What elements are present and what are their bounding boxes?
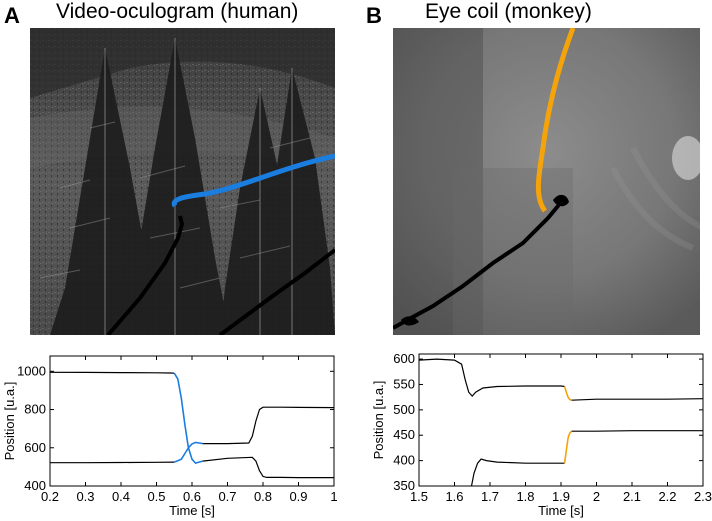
forest-scene-image <box>30 28 335 335</box>
x-tick-label: 0.5 <box>147 489 165 504</box>
y-tick-label: 600 <box>24 440 46 455</box>
x-tick-label: 2.1 <box>623 489 641 504</box>
panel-letter-b: B <box>366 3 382 28</box>
gaze-trace-black-a2 <box>218 248 335 335</box>
panel-letter-a: A <box>4 3 20 28</box>
y-tick-label: 1000 <box>17 363 46 378</box>
x-tick-label: 2 <box>593 489 600 504</box>
x-tick-label: 2.2 <box>658 489 676 504</box>
series-line-2 <box>571 398 703 401</box>
x-tick-label: 1 <box>330 489 337 504</box>
x-tick-label: 0.8 <box>254 489 272 504</box>
series-line-2 <box>202 456 334 479</box>
y-tick-label: 500 <box>393 402 415 417</box>
panel-title-a: Video-oculogram (human) <box>56 0 299 23</box>
gaze-trace-blue-a <box>171 153 335 208</box>
blurred-texture-image <box>393 28 700 335</box>
series-line-3 <box>50 461 175 464</box>
x-tick-label: 0.7 <box>218 489 236 504</box>
y-tick-label: 400 <box>393 453 415 468</box>
series-line-5 <box>202 406 334 445</box>
x-tick-label: 1.8 <box>516 489 534 504</box>
chart-b: 1.5 1.6 1.7 1.8 1.9 2 2.1 2.2 2.3 350 400 450 500 550… <box>371 351 712 518</box>
x-tick-label: 0.3 <box>76 489 94 504</box>
y-tick-label: 550 <box>393 376 415 391</box>
x-tick-label: 2.3 <box>694 489 712 504</box>
x-tick-label: 0.2 <box>41 489 59 504</box>
x-tick-label: 0.9 <box>289 489 307 504</box>
panel-title-b: Eye coil (monkey) <box>425 0 592 23</box>
x-tick-label: 1.9 <box>552 489 570 504</box>
series-line-4 <box>173 441 203 463</box>
y-tick-label: 450 <box>393 427 415 442</box>
x-axis-label: Time [s] <box>538 503 584 518</box>
series-line-5 <box>571 430 703 432</box>
series-line-3 <box>470 458 565 486</box>
y-axis-label: Position [u.a.] <box>371 381 386 460</box>
series-line-0 <box>50 371 175 374</box>
series-line-4 <box>563 430 573 464</box>
chart-a: 0.2 0.3 0.4 0.5 0.6 0.7 0.8 0.9 1 400 600 800 1000 Ti… <box>2 355 338 518</box>
gaze-trace-black-a1 <box>106 215 185 335</box>
y-tick-label: 600 <box>393 351 415 366</box>
gaze-trace-orange-b <box>535 28 576 213</box>
series-line-1 <box>563 386 572 401</box>
x-tick-label: 1.6 <box>445 489 463 504</box>
plot-frame <box>49 355 335 487</box>
x-tick-label: 1.5 <box>410 489 428 504</box>
y-axis-label: Position [u.a.] <box>2 382 17 461</box>
gaze-trace-black-b <box>393 196 565 330</box>
x-tick-label: 1.7 <box>481 489 499 504</box>
series-line-1 <box>173 372 203 465</box>
x-tick-label: 0.4 <box>112 489 130 504</box>
y-tick-label: 400 <box>24 478 46 493</box>
x-tick-label: 0.6 <box>183 489 201 504</box>
series-line-0 <box>419 358 565 398</box>
y-tick-label: 800 <box>24 402 46 417</box>
x-axis-label: Time [s] <box>169 503 215 518</box>
y-tick-label: 350 <box>393 478 415 493</box>
plot-frame <box>418 353 704 487</box>
